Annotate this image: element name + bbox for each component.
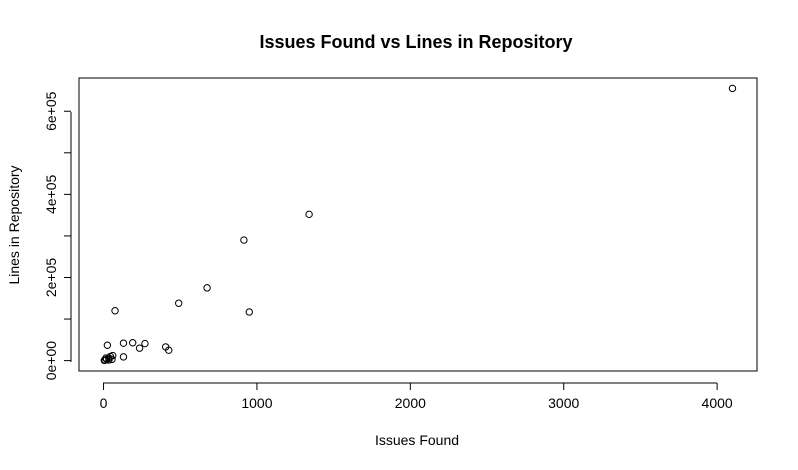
data-point	[105, 356, 113, 364]
y-tick-label: 4e+05	[43, 174, 59, 214]
x-tick-label: 0	[100, 395, 108, 411]
plot-area	[78, 77, 758, 372]
x-axis-label: Issues Found	[375, 432, 459, 448]
data-point	[305, 210, 313, 219]
y-tick-label: 2e+05	[43, 258, 59, 298]
data-point	[128, 339, 137, 347]
data-point	[245, 308, 253, 316]
data-point	[100, 356, 109, 365]
y-axis: 0e+00 2e+05 4e+05 6e+05	[43, 91, 72, 381]
x-tick-label: 2000	[395, 395, 426, 411]
x-axis: 0 1000 2000 3000 4000	[100, 382, 733, 411]
data-point	[141, 339, 149, 348]
data-point	[175, 299, 183, 307]
y-axis-label: Lines in Repository	[6, 165, 22, 284]
chart-title: Issues Found vs Lines in Repository	[259, 32, 572, 52]
data-point	[108, 355, 116, 364]
data-point	[119, 339, 128, 347]
y-tick-label: 0e+00	[43, 341, 59, 381]
data-point	[119, 353, 128, 361]
x-tick-label: 4000	[702, 395, 733, 411]
data-point	[135, 344, 144, 352]
data-point	[165, 346, 173, 354]
data-point	[728, 84, 737, 93]
data-point	[111, 307, 119, 315]
data-point	[103, 341, 112, 349]
x-tick-label: 1000	[241, 395, 272, 411]
x-tick-label: 3000	[548, 395, 579, 411]
data-points	[100, 84, 737, 365]
y-tick-label: 6e+05	[43, 91, 59, 131]
data-point	[203, 284, 211, 292]
data-point	[240, 236, 248, 244]
